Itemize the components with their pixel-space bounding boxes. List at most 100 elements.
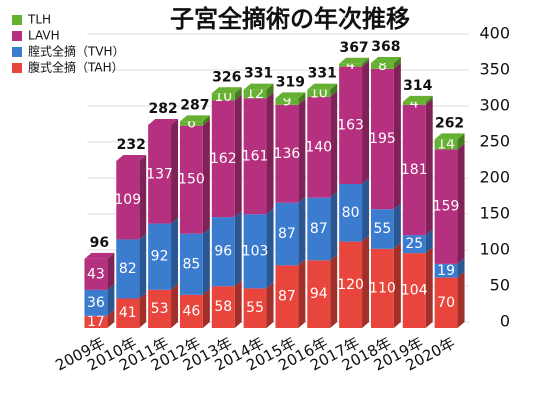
bar (434, 263, 458, 278)
value-label: 136 (274, 146, 301, 162)
bar-side (393, 62, 401, 210)
bar-side (362, 57, 370, 67)
bar-side (298, 98, 306, 203)
bar (339, 241, 363, 328)
bar (275, 202, 299, 266)
bar-top (243, 83, 274, 90)
bar-side (139, 233, 147, 299)
bar-top (148, 118, 179, 125)
bar-side (362, 235, 370, 328)
value-label: 80 (342, 205, 360, 221)
bar (402, 235, 426, 254)
bar (211, 286, 235, 328)
bar-top (370, 57, 401, 64)
bar (370, 63, 394, 69)
bar-side (234, 280, 242, 328)
y-tick-label: 50 (490, 276, 510, 295)
value-label: 163 (337, 117, 364, 133)
total-label: 96 (90, 235, 109, 251)
bar-top (84, 252, 115, 259)
total-label: 319 (276, 74, 305, 90)
bar-side (393, 57, 401, 69)
bar (211, 100, 235, 218)
value-label: 162 (210, 151, 237, 167)
y-tick-label: 150 (479, 204, 510, 223)
total-label: 326 (212, 69, 241, 85)
bar-side (266, 83, 274, 99)
bar-side (234, 87, 242, 101)
total-label: 331 (244, 66, 273, 82)
bar-side (362, 60, 370, 184)
bar-side (234, 211, 242, 287)
bar (370, 248, 394, 328)
bar-side (425, 247, 433, 328)
legend-label: LAVH (28, 29, 60, 43)
value-label: 110 (369, 280, 396, 296)
bar (402, 104, 426, 236)
bar (402, 253, 426, 328)
value-label: 181 (401, 162, 428, 178)
value-label: 55 (374, 221, 392, 237)
bar-top (307, 83, 338, 90)
bar (339, 184, 363, 242)
bar-side (457, 257, 465, 278)
value-label: 87 (278, 289, 296, 305)
value-label: 94 (310, 286, 328, 302)
bar (243, 214, 267, 289)
y-tick-label: 300 (479, 96, 510, 115)
bar-side (139, 292, 147, 328)
bar-side (202, 227, 210, 295)
bar (275, 104, 299, 203)
bar-side (107, 309, 115, 328)
bar-side (107, 252, 115, 290)
bar (148, 289, 172, 328)
value-label: 41 (119, 305, 137, 321)
total-label: 314 (403, 78, 432, 94)
value-label: 4 (346, 57, 355, 73)
bar-side (298, 196, 306, 266)
value-label: 4 (410, 95, 419, 111)
value-label: 150 (178, 172, 205, 188)
legend-swatch (12, 15, 22, 25)
value-label: 87 (278, 226, 296, 242)
bar (84, 258, 108, 290)
value-label: 25 (405, 236, 423, 252)
value-label: 6 (187, 116, 196, 132)
legend-label: 腹式全摘（TAH） (28, 60, 124, 75)
total-label: 262 (435, 115, 464, 131)
bar-side (171, 118, 179, 224)
bar-side (171, 217, 179, 290)
bar (307, 89, 331, 97)
bar (116, 239, 140, 299)
value-label: 137 (146, 166, 173, 182)
bar-side (171, 283, 179, 328)
bar (211, 93, 235, 101)
bar-side (330, 254, 338, 328)
bar (434, 149, 458, 264)
value-label: 14 (437, 136, 455, 152)
legend-swatch (12, 31, 22, 41)
bar (179, 125, 203, 234)
bar (116, 298, 140, 328)
bar-side (425, 98, 433, 236)
value-label: 46 (183, 303, 201, 319)
bar (307, 197, 331, 261)
y-tick-label: 200 (479, 168, 510, 187)
bar (402, 101, 426, 105)
bar-side (457, 143, 465, 264)
bar (307, 260, 331, 328)
bar (370, 68, 394, 210)
bar (307, 96, 331, 198)
value-label: 43 (87, 266, 105, 282)
value-label: 58 (214, 299, 232, 315)
bar-side (457, 133, 465, 150)
bar-side (234, 94, 242, 218)
bar (339, 66, 363, 184)
bar-top (402, 95, 433, 102)
bar (243, 288, 267, 328)
bar-side (298, 259, 306, 328)
total-label: 232 (117, 137, 146, 153)
bar-side (393, 242, 401, 328)
bar (211, 217, 235, 287)
bar-side (362, 178, 370, 242)
